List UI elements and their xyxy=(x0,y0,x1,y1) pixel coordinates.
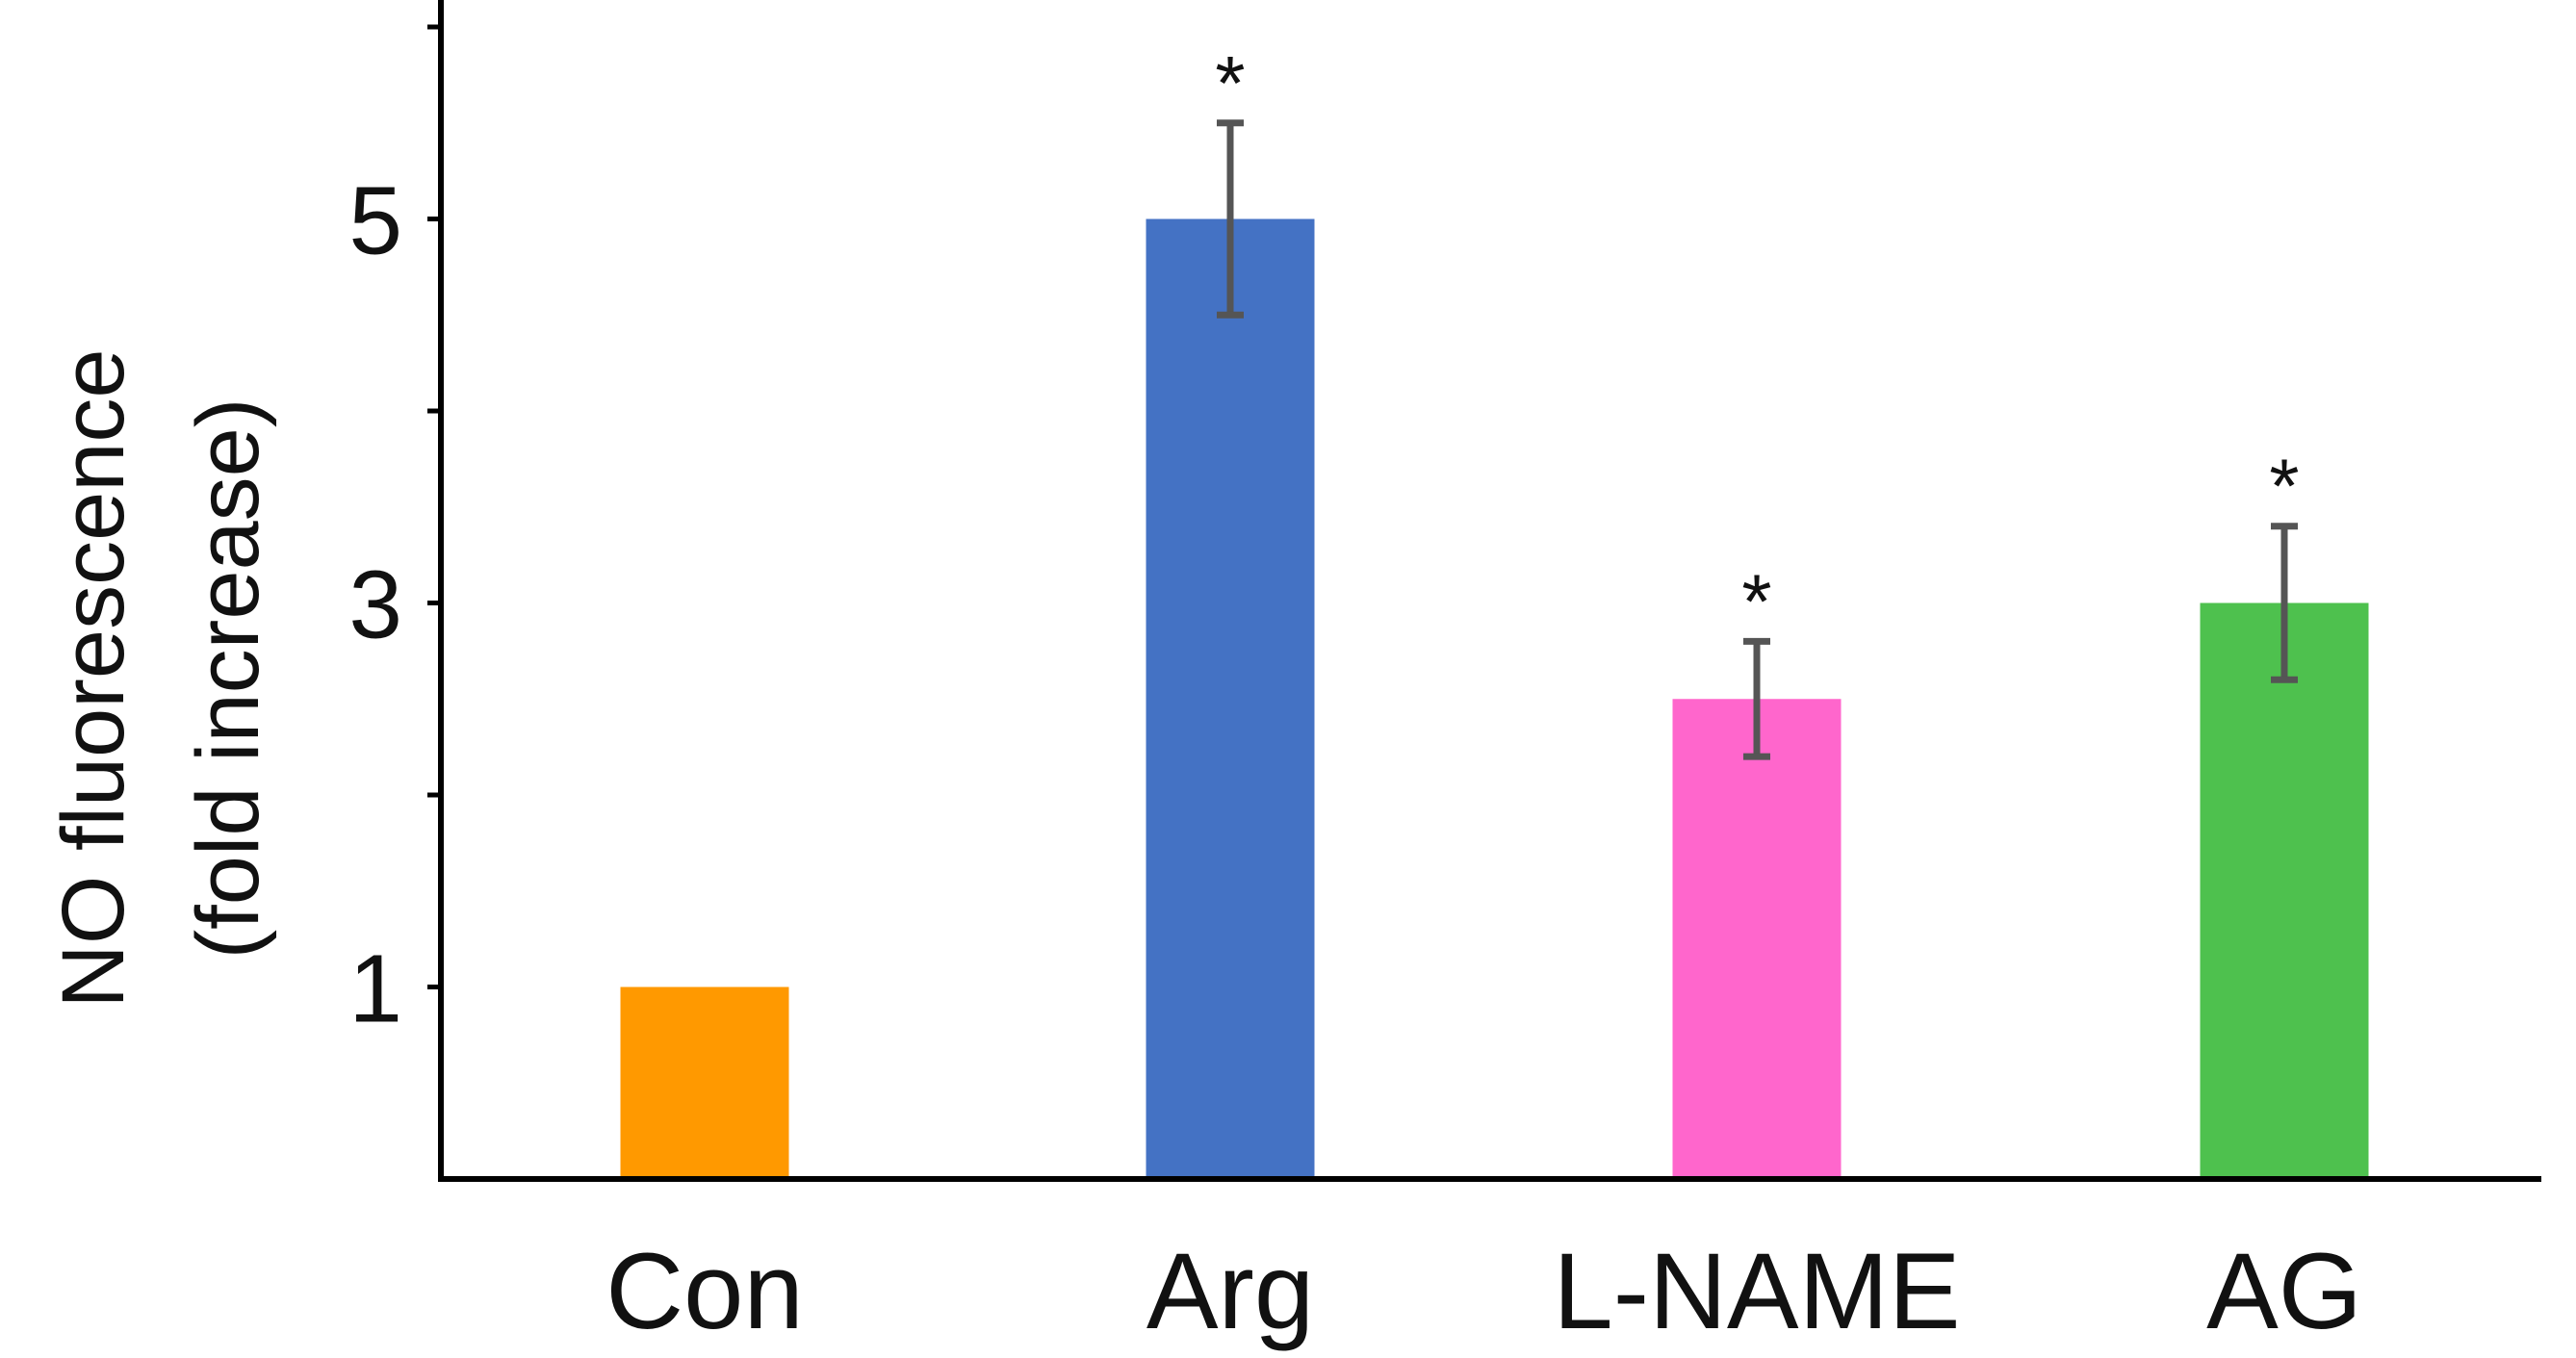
error-bar-arg xyxy=(1217,119,1244,319)
y-axis-title-line-1: NO fluorescence xyxy=(44,348,142,1008)
bar-l-name xyxy=(1672,699,1842,1179)
y-tick-label: 3 xyxy=(348,551,402,659)
error-bar-l-name xyxy=(1743,637,1770,760)
x-tick-label-ag: AG xyxy=(2206,1231,2362,1351)
labels-layer: Con * Arg * L-NAME * AG 1 3 5 xyxy=(348,40,2362,1351)
y-axis-title-line-2: (fold increase) xyxy=(179,398,277,960)
error-bars-layer xyxy=(1217,119,2298,760)
y-tick-label: 5 xyxy=(348,167,402,275)
bars-layer xyxy=(620,218,2369,1179)
axes-layer xyxy=(427,0,2541,1182)
bar-ag xyxy=(2200,602,2369,1179)
significance-marker-ag: * xyxy=(2269,444,2299,529)
significance-marker-l-name: * xyxy=(1741,558,1771,644)
x-tick-label-con: Con xyxy=(605,1231,803,1351)
bar-con xyxy=(620,986,789,1179)
error-bar-ag xyxy=(2271,523,2298,683)
significance-marker-arg: * xyxy=(1215,40,1245,126)
y-tick-label: 1 xyxy=(348,935,402,1043)
x-tick-label-arg: Arg xyxy=(1146,1231,1314,1351)
bar-arg xyxy=(1146,218,1315,1179)
x-tick-label-l-name: L-NAME xyxy=(1553,1231,1960,1351)
